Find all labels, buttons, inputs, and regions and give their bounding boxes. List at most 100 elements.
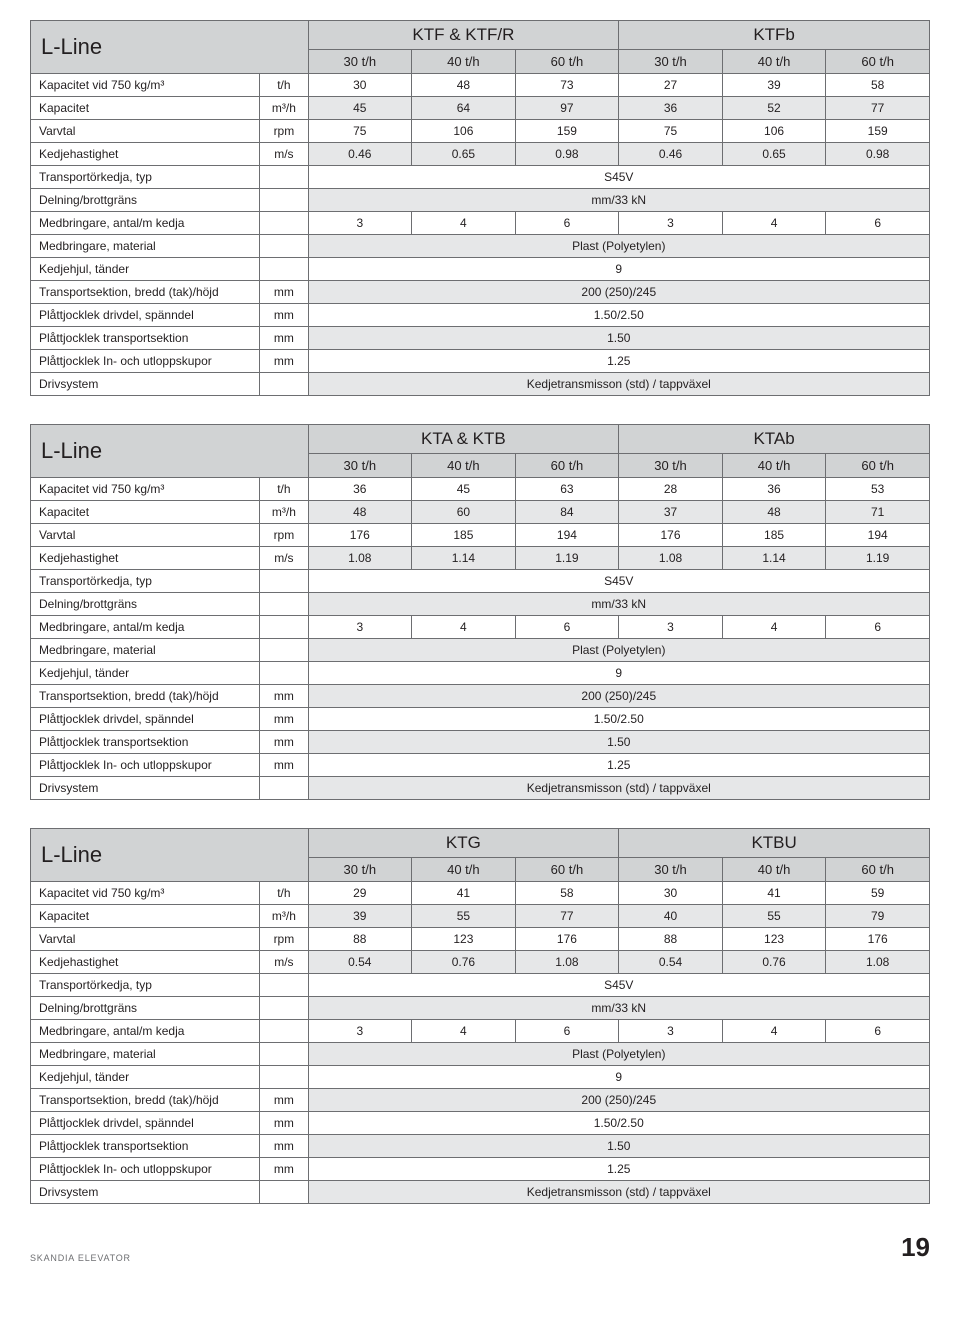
data-cell: 59 (826, 882, 930, 905)
row-label: Kedjehastighet (31, 143, 260, 166)
span-cell: mm/33 kN (308, 593, 929, 616)
span-cell: Kedjetransmisson (std) / tappväxel (308, 1181, 929, 1204)
tables-container: L-Line KTF & KTF/R KTFb 30 t/h40 t/h60 t… (30, 20, 930, 1204)
row-unit: mm (260, 1158, 308, 1181)
sub-header: 30 t/h (619, 50, 723, 74)
row-label: Drivsystem (31, 777, 260, 800)
data-cell: 185 (412, 524, 516, 547)
data-cell: 194 (826, 524, 930, 547)
group-title-2: KTFb (619, 21, 930, 50)
group-title-2: KTAb (619, 425, 930, 454)
data-cell: 30 (308, 74, 412, 97)
data-cell: 36 (308, 478, 412, 501)
row-unit: m³/h (260, 905, 308, 928)
span-cell: Kedjetransmisson (std) / tappväxel (308, 373, 929, 396)
sub-header: 30 t/h (308, 858, 412, 882)
data-cell: 4 (722, 212, 826, 235)
span-cell: S45V (308, 570, 929, 593)
data-cell: 3 (308, 616, 412, 639)
sub-header: 60 t/h (515, 50, 619, 74)
span-cell: 1.50/2.50 (308, 304, 929, 327)
span-cell: mm/33 kN (308, 189, 929, 212)
data-cell: 1.08 (515, 951, 619, 974)
data-cell: 0.65 (412, 143, 516, 166)
row-unit: mm (260, 685, 308, 708)
data-cell: 29 (308, 882, 412, 905)
data-cell: 6 (515, 1020, 619, 1043)
data-cell: 6 (515, 212, 619, 235)
sub-header: 40 t/h (412, 858, 516, 882)
data-cell: 28 (619, 478, 723, 501)
row-unit: t/h (260, 74, 308, 97)
row-label: Kapacitet (31, 97, 260, 120)
data-cell: 63 (515, 478, 619, 501)
sub-header: 30 t/h (308, 50, 412, 74)
row-label: Delning/brottgräns (31, 189, 260, 212)
data-cell: 3 (619, 212, 723, 235)
data-cell: 0.54 (308, 951, 412, 974)
row-unit: t/h (260, 478, 308, 501)
span-cell: 1.50 (308, 327, 929, 350)
data-cell: 4 (412, 1020, 516, 1043)
footer-brand: SKANDIA ELEVATOR (30, 1253, 131, 1263)
data-cell: 41 (412, 882, 516, 905)
data-cell: 176 (308, 524, 412, 547)
data-cell: 176 (826, 928, 930, 951)
data-cell: 176 (515, 928, 619, 951)
row-unit (260, 373, 308, 396)
data-cell: 1.14 (722, 547, 826, 570)
data-cell: 1.19 (515, 547, 619, 570)
row-unit: rpm (260, 120, 308, 143)
table-title: L-Line (31, 829, 309, 882)
row-unit: mm (260, 1089, 308, 1112)
data-cell: 6 (826, 212, 930, 235)
span-cell: 200 (250)/245 (308, 281, 929, 304)
row-label: Medbringare, material (31, 1043, 260, 1066)
data-cell: 159 (826, 120, 930, 143)
spec-table-1: L-Line KTA & KTB KTAb 30 t/h40 t/h60 t/h… (30, 424, 930, 800)
row-unit: mm (260, 350, 308, 373)
group-title-2: KTBU (619, 829, 930, 858)
data-cell: 27 (619, 74, 723, 97)
data-cell: 40 (619, 905, 723, 928)
data-cell: 176 (619, 524, 723, 547)
row-unit: mm (260, 1135, 308, 1158)
data-cell: 88 (619, 928, 723, 951)
row-unit (260, 1181, 308, 1204)
row-label: Kapacitet vid 750 kg/m³ (31, 882, 260, 905)
sub-header: 60 t/h (515, 454, 619, 478)
data-cell: 64 (412, 97, 516, 120)
span-cell: 1.25 (308, 350, 929, 373)
data-cell: 30 (619, 882, 723, 905)
data-cell: 84 (515, 501, 619, 524)
data-cell: 1.08 (308, 547, 412, 570)
row-label: Plåttjocklek In- och utloppskupor (31, 1158, 260, 1181)
row-label: Plåttjocklek drivdel, spänndel (31, 1112, 260, 1135)
row-unit: m³/h (260, 97, 308, 120)
data-cell: 58 (826, 74, 930, 97)
sub-header: 60 t/h (826, 858, 930, 882)
data-cell: 6 (515, 616, 619, 639)
data-cell: 0.76 (412, 951, 516, 974)
row-unit: m³/h (260, 501, 308, 524)
data-cell: 41 (722, 882, 826, 905)
group-title-1: KTF & KTF/R (308, 21, 619, 50)
data-cell: 77 (826, 97, 930, 120)
data-cell: 75 (619, 120, 723, 143)
data-cell: 1.14 (412, 547, 516, 570)
span-cell: Plast (Polyetylen) (308, 1043, 929, 1066)
row-label: Kapacitet (31, 501, 260, 524)
row-unit (260, 166, 308, 189)
data-cell: 6 (826, 616, 930, 639)
data-cell: 88 (308, 928, 412, 951)
data-cell: 123 (722, 928, 826, 951)
data-cell: 1.19 (826, 547, 930, 570)
row-label: Medbringare, material (31, 639, 260, 662)
row-label: Kedjehjul, tänder (31, 258, 260, 281)
row-label: Transportörkedja, typ (31, 570, 260, 593)
row-label: Transportsektion, bredd (tak)/höjd (31, 281, 260, 304)
row-unit: t/h (260, 882, 308, 905)
data-cell: 1.08 (826, 951, 930, 974)
row-unit: m/s (260, 951, 308, 974)
data-cell: 55 (722, 905, 826, 928)
